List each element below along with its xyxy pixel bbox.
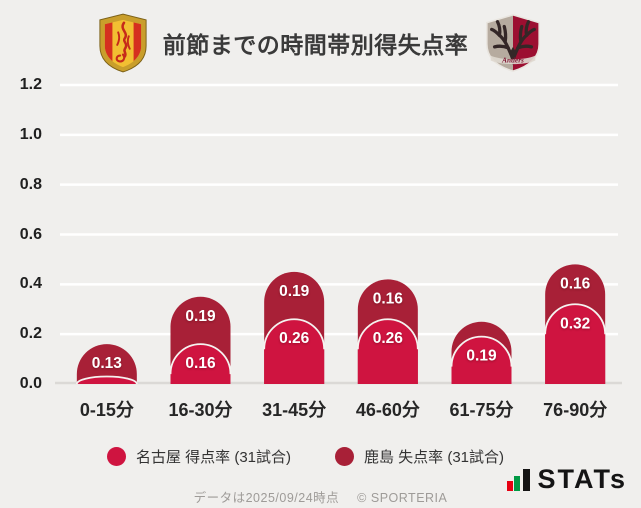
- legend-label: 鹿島 失点率 (31試合): [364, 449, 505, 466]
- legend-label: 名古屋 得点率 (31試合): [135, 449, 291, 466]
- stats-logo: STATs: [506, 464, 628, 495]
- x-axis-label: 61-75分: [449, 400, 514, 420]
- y-tick-label: 0.6: [19, 225, 42, 243]
- header: 前節までの時間帯別得失点率: [0, 8, 641, 78]
- footer-caption: データは2025/09/24時点 © SPORTERIA: [0, 487, 641, 506]
- y-axis: 0.0 0.2 0.4 0.6 0.8 1.0 1.2: [0, 76, 48, 392]
- bar-front: [545, 304, 606, 384]
- bar-value-label: 0.13: [92, 355, 123, 372]
- bar-front-cap-outline: [544, 303, 607, 335]
- bar-value-label: 0.26: [373, 330, 404, 347]
- bar-value-label: 0.26: [279, 330, 310, 347]
- bar-front-cap-outline: [450, 335, 513, 367]
- x-axis-label: 76-90分: [543, 400, 608, 420]
- bar-front: [170, 344, 231, 384]
- y-tick-label: 0.8: [19, 175, 42, 193]
- svg-text:Antlers: Antlers: [501, 56, 524, 64]
- y-tick-label: 0.0: [19, 375, 42, 392]
- bar-front-cap-outline: [169, 343, 232, 375]
- bar-value-label: 0.16: [560, 275, 591, 292]
- bar-front: [264, 319, 325, 384]
- copyright-text: © SPORTERIA: [357, 491, 448, 505]
- legend-item-nagoya: 名古屋 得点率 (31試合): [106, 446, 291, 467]
- y-tick-label: 0.2: [19, 325, 42, 343]
- y-tick-label: 0.4: [19, 275, 42, 293]
- y-tick-label: 1.2: [19, 76, 42, 93]
- y-tick-label: 1.0: [19, 125, 42, 143]
- x-axis-label: 31-45分: [262, 400, 327, 420]
- stats-bars-icon: [506, 469, 530, 491]
- x-axis-label: 16-30分: [168, 400, 233, 420]
- bar-front-cap-outline: [75, 375, 138, 385]
- kashima-swatch-icon: [335, 447, 354, 466]
- bars-svg: 0.13 0.19 0.16 0.19 0.26 0.16 0.26 0.19 0.16 0.32: [55, 83, 622, 385]
- kashima-antlers-logo-icon: Antlers: [486, 14, 541, 72]
- page-title: 前節までの時間帯別得失点率: [162, 32, 469, 58]
- bar-value-label: 0.19: [466, 348, 497, 365]
- data-date-text: データは2025/09/24時点: [193, 491, 340, 505]
- nagoya-swatch-icon: [106, 447, 126, 466]
- bar-back: [76, 344, 137, 384]
- x-axis-label: 46-60分: [355, 400, 420, 420]
- bar-value-label: 0.32: [560, 315, 590, 332]
- bar-front-cap-outline: [356, 318, 419, 350]
- x-axis-label: 0-15分: [79, 400, 134, 420]
- bar-value-label: 0.16: [373, 290, 404, 307]
- legend-item-kashima: 鹿島 失点率 (31試合): [335, 446, 504, 467]
- stats-brand-text: STATs: [537, 464, 627, 495]
- bar-front: [357, 319, 418, 384]
- bar-front: [451, 336, 512, 384]
- nagoya-grampus-logo-icon: [99, 13, 147, 73]
- bar-value-label: 0.19: [279, 283, 310, 300]
- plot-area: 0.13 0.19 0.16 0.19 0.26 0.16 0.26 0.19 0.16 0.32: [55, 83, 622, 385]
- bar-front-cap-outline: [263, 318, 326, 350]
- bar-value-label: 0.16: [185, 355, 216, 372]
- x-axis: 0-15分 16-30分 31-45分 46-60分 61-75分 76-90分: [60, 396, 622, 422]
- bar-value-label: 0.19: [185, 308, 216, 325]
- legend: 名古屋 得点率 (31試合) 鹿島 失点率 (31試合): [0, 446, 641, 467]
